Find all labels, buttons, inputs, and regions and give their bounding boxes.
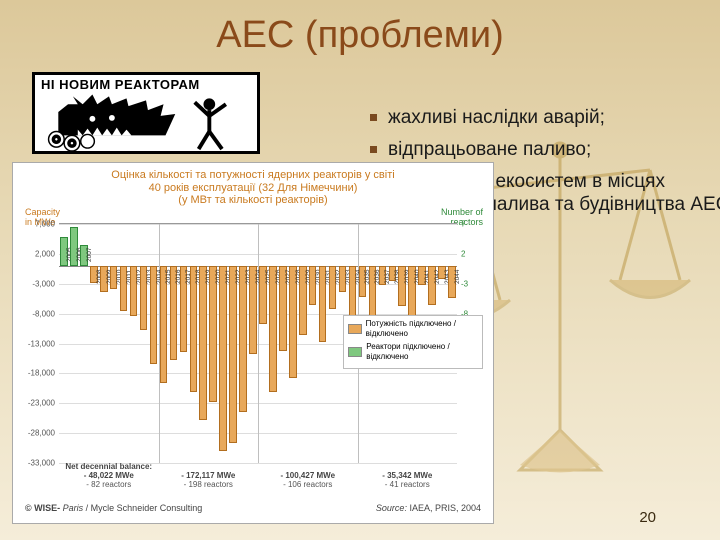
reactor-chart: Оцінка кількості та потужності ядерних р… bbox=[12, 162, 494, 524]
chart-footer: © WISE- Paris / Mycle Schneider Consulti… bbox=[25, 503, 481, 513]
bar bbox=[190, 266, 198, 393]
legend-item: Реактори підключено / відключено bbox=[348, 342, 478, 363]
slide-number: 20 bbox=[639, 509, 656, 526]
slide: АЕС (проблеми) НІ НОВИМ РЕАКТОРАМ bbox=[0, 0, 720, 540]
bullet-item: жахливі наслідки аварій; bbox=[370, 106, 720, 130]
bar bbox=[269, 266, 277, 393]
bar bbox=[209, 266, 217, 402]
bar bbox=[239, 266, 247, 412]
protest-image: НІ НОВИМ РЕАКТОРАМ bbox=[32, 72, 260, 154]
legend-item: Потужність підключено / відключено bbox=[348, 319, 478, 340]
bar bbox=[219, 266, 227, 451]
chart-legend: Потужність підключено / відключено Реакт… bbox=[343, 315, 483, 369]
bar bbox=[229, 266, 237, 443]
bar bbox=[199, 266, 207, 420]
chart-title: Оцінка кількості та потужності ядерних р… bbox=[19, 169, 487, 207]
bullet-item: відпрацьоване паливо; bbox=[370, 138, 720, 162]
protest-caption: НІ НОВИМ РЕАКТОРАМ bbox=[41, 77, 200, 92]
net-balance-row: Net decennial balance:- 48,022 MWe- 172,… bbox=[59, 462, 457, 489]
slide-title: АЕС (проблеми) bbox=[0, 14, 720, 57]
